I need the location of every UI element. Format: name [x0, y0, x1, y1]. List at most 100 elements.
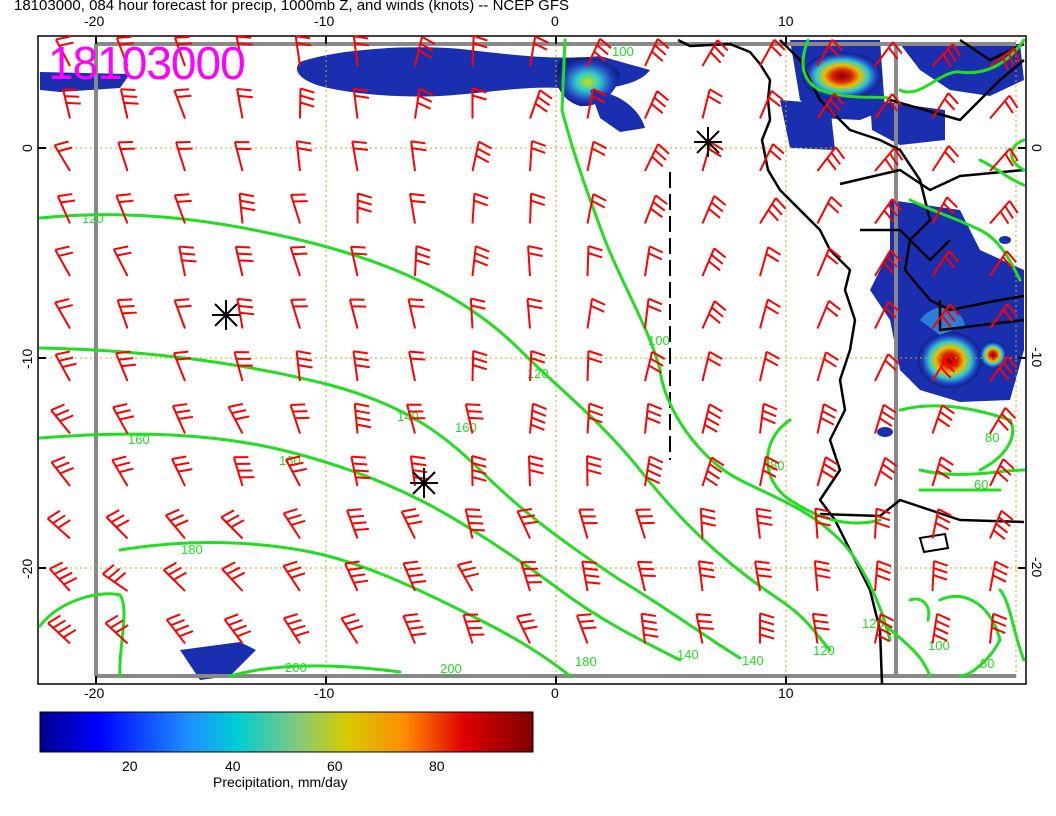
wind-barb	[931, 303, 960, 330]
wind-barb	[701, 195, 727, 224]
wind-barb	[414, 35, 436, 67]
wind-barb	[816, 351, 839, 382]
wind-barb	[989, 458, 1015, 487]
wind-barb	[414, 87, 434, 119]
wind-barb	[54, 298, 73, 329]
wind-barb	[644, 402, 663, 434]
wind-barb	[931, 196, 958, 224]
wind-barb	[644, 143, 670, 172]
wind-barb	[759, 38, 786, 67]
wind-barb	[402, 613, 427, 644]
wind-barb	[874, 613, 895, 644]
wind-barb	[469, 297, 486, 329]
wind-barb	[50, 403, 74, 435]
wind-barb	[816, 300, 842, 329]
wind-barb	[282, 508, 306, 540]
wind-barb	[173, 88, 192, 119]
wind-barb	[874, 93, 903, 120]
contour-label: 200	[285, 660, 307, 675]
wind-barb	[46, 509, 71, 540]
wind-barb	[236, 87, 253, 119]
contour-label: 160	[128, 432, 150, 447]
wind-barb	[54, 350, 77, 382]
wind-barb	[989, 612, 1008, 644]
wind-barb	[348, 298, 367, 329]
wind-barb	[471, 35, 488, 67]
contour-label: 140	[397, 409, 419, 424]
wind-barb	[586, 140, 607, 172]
wind-barb	[644, 455, 664, 487]
wind-barb	[931, 612, 951, 644]
wind-barb	[462, 613, 485, 644]
wind-barb	[54, 245, 74, 277]
right-lat-tick: -10	[1029, 347, 1045, 367]
wind-barb	[471, 455, 487, 487]
wind-barb	[816, 403, 838, 434]
wind-barb	[409, 455, 429, 487]
contour-label: 100	[612, 44, 634, 59]
wind-barb	[701, 247, 727, 277]
wind-barb	[529, 89, 553, 119]
contour-label: 120	[527, 366, 549, 381]
wind-barb	[701, 39, 729, 67]
wind-barb	[62, 88, 81, 119]
wind-barb	[874, 403, 897, 434]
wind-barb	[282, 560, 306, 592]
wind-barb	[520, 561, 542, 592]
left-lat-tick: 0	[19, 144, 35, 152]
top-lon-tick: -10	[314, 13, 334, 29]
wind-barb	[931, 92, 959, 120]
wind-barb	[56, 193, 76, 224]
wind-barb	[931, 354, 959, 382]
wind-barb	[47, 614, 77, 645]
wind-barb	[989, 200, 1019, 225]
wind-barb	[931, 456, 954, 487]
wind-barb	[471, 192, 489, 224]
wind-barb	[759, 455, 780, 487]
contour-label: 180	[181, 542, 203, 557]
wind-barb	[874, 198, 903, 225]
contour-label: 160	[455, 420, 477, 435]
wind-barb	[410, 140, 427, 172]
wind-barb	[48, 561, 78, 592]
wind-barb	[644, 194, 668, 224]
wind-barb	[112, 245, 132, 277]
contour-label: 200	[440, 661, 462, 676]
colorbar-tick: 80	[429, 758, 445, 774]
wind-barb	[105, 509, 130, 540]
wind-barb	[635, 508, 655, 539]
wind-barb	[759, 298, 781, 329]
wind-barb	[586, 350, 603, 382]
wind-barb	[102, 563, 129, 592]
wind-barb	[816, 247, 842, 277]
wind-barb	[471, 350, 488, 382]
left-lat-tick: -20	[19, 559, 35, 579]
precipitation-field	[40, 40, 1024, 680]
page-title: 18103000, 084 hour forecast for precip, …	[14, 0, 569, 14]
wind-barb	[759, 612, 775, 644]
wind-barb	[931, 508, 952, 539]
wind-barb	[701, 141, 724, 172]
wind-barb	[171, 403, 194, 434]
wind-barb	[874, 456, 898, 487]
wind-barb	[464, 508, 486, 539]
wind-barb	[116, 298, 137, 329]
wind-barb	[235, 35, 253, 67]
wind-barb	[350, 245, 368, 277]
contour-label: 120	[813, 643, 835, 658]
axis-tick-marks	[38, 36, 1026, 684]
wind-barb	[874, 147, 904, 172]
wind-barb	[527, 455, 544, 487]
wind-barb	[989, 47, 1021, 71]
wind-barb	[285, 455, 307, 487]
wind-barb	[350, 455, 371, 487]
wind-barb	[989, 356, 1018, 382]
wind-barb	[814, 507, 831, 539]
left-lat-tick: -10	[19, 349, 35, 369]
wind-barb	[516, 508, 538, 539]
wind-barb	[178, 245, 197, 277]
contour-label: 80	[980, 656, 994, 671]
wind-barb	[173, 193, 192, 224]
top-lon-tick: 10	[778, 13, 794, 29]
